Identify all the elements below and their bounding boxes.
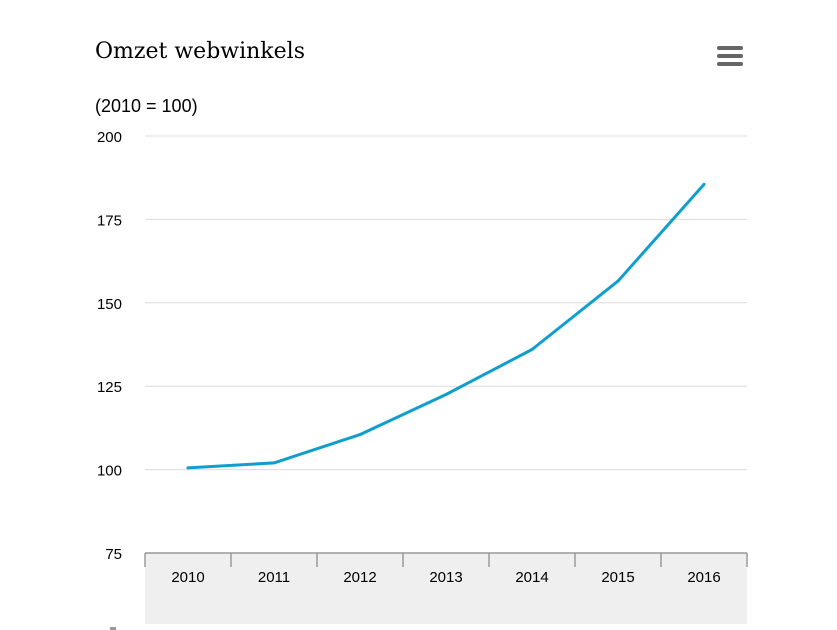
data-point (444, 393, 448, 397)
x-tick-label: 2016 (687, 569, 720, 586)
x-tick-label: 2010 (171, 569, 204, 586)
gridlines (145, 135, 747, 471)
x-tick-label: 2013 (429, 569, 462, 586)
data-point (616, 279, 620, 283)
chart-subtitle: (2010 = 100) (95, 96, 198, 116)
x-axis (144, 552, 748, 567)
hamburger-menu-icon[interactable] (717, 46, 743, 66)
x-tick-label: 2014 (515, 569, 548, 586)
y-tick-label: 150 (97, 296, 122, 313)
y-tick-label: 100 (97, 463, 122, 480)
y-axis-ticks: 75 100 125 150 175 200 (97, 129, 122, 563)
y-tick-label: 200 (97, 129, 122, 146)
scroll-marker (110, 627, 116, 630)
x-tick-label: 2015 (601, 569, 634, 586)
chart-menu-button[interactable] (712, 40, 748, 72)
y-tick-label: 75 (105, 546, 122, 563)
chart-title: Omzet webwinkels (95, 39, 305, 64)
data-point (186, 466, 190, 470)
x-tick-label: 2011 (258, 569, 290, 586)
x-axis-band (145, 553, 747, 624)
data-point (272, 461, 276, 465)
x-axis-ticks: 2010 2011 2012 2013 2014 2015 2016 (171, 569, 720, 586)
y-tick-label: 175 (97, 212, 122, 229)
data-point (358, 433, 362, 437)
series-line (186, 182, 706, 470)
data-point (530, 348, 534, 352)
series-layer (186, 182, 706, 470)
x-tick-label: 2012 (343, 569, 376, 586)
y-tick-label: 125 (97, 379, 122, 396)
data-point (702, 182, 706, 186)
